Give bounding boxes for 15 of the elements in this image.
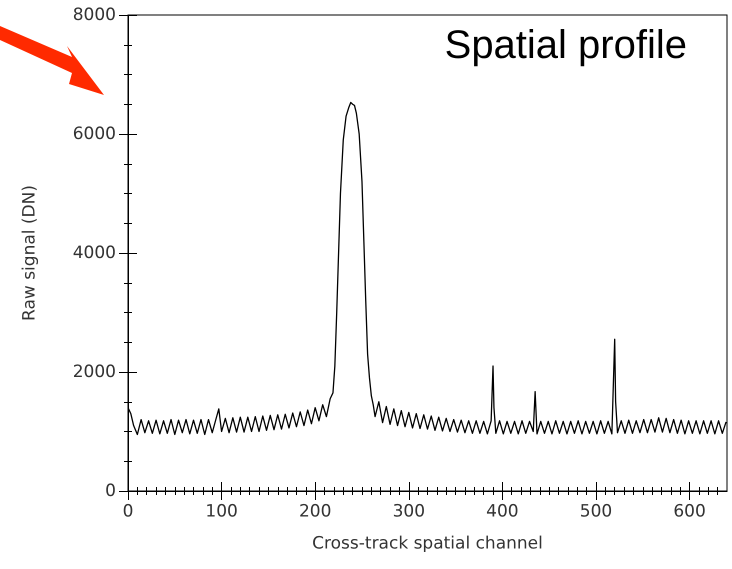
y-tick-label: 6000 <box>72 124 116 144</box>
x-tick-label: 600 <box>673 502 706 522</box>
y-axis-title: Raw signal (DN) <box>20 185 40 321</box>
y-tick-label: 2000 <box>72 362 116 382</box>
chart-title: Spatial profile <box>444 23 688 67</box>
x-tick-label: 300 <box>392 502 426 522</box>
x-tick-label: 400 <box>486 502 519 522</box>
x-tick-label: 0 <box>122 502 134 522</box>
y-tick-label: 8000 <box>72 5 116 25</box>
x-tick-label: 200 <box>298 502 332 522</box>
y-tick-label: 0 <box>105 481 116 501</box>
x-tick-label: 100 <box>205 502 238 522</box>
x-tick-label: 500 <box>580 502 612 522</box>
x-axis-title: Cross-track spatial channel <box>312 534 543 554</box>
y-tick-label: 4000 <box>72 243 116 263</box>
